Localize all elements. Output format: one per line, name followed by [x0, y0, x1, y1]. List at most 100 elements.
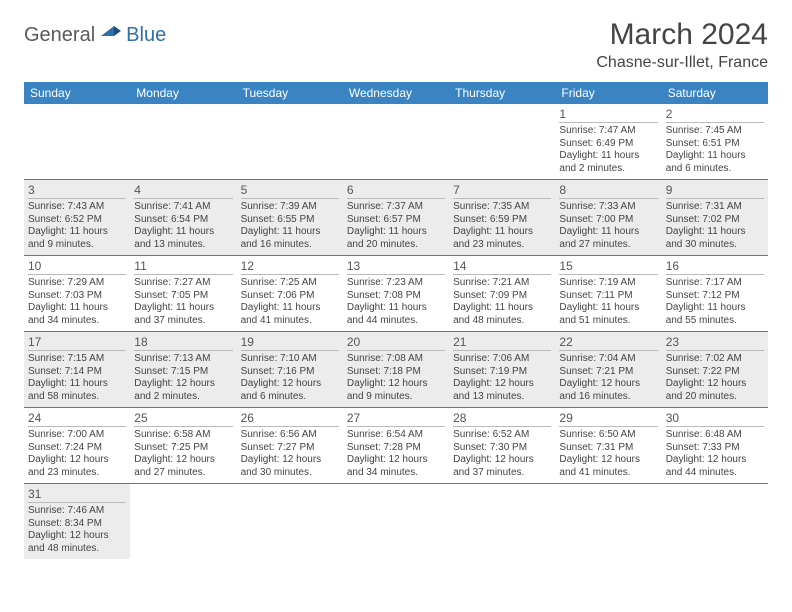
day-cell: 3 Sunrise: 7:43 AMSunset: 6:52 PMDaylight… — [24, 180, 130, 256]
day-info: Sunrise: 6:50 AMSunset: 7:31 PMDaylight:… — [559, 429, 657, 479]
day-number: 2 — [666, 106, 764, 123]
sunset-text: Sunset: 7:03 PM — [28, 290, 126, 303]
day-cell: 30Sunrise: 6:48 AMSunset: 7:33 PMDayligh… — [662, 408, 768, 484]
day-number: 17 — [28, 334, 126, 351]
day-cell: 2Sunrise: 7:45 AMSunset: 6:51 PMDaylight… — [662, 104, 768, 180]
daylight-text: Daylight: 11 hours and 27 minutes. — [559, 226, 657, 251]
day-cell: 17Sunrise: 7:15 AMSunset: 7:14 PMDayligh… — [24, 332, 130, 408]
day-info: Sunrise: 7:43 AMSunset: 6:52 PMDaylight:… — [28, 201, 126, 251]
sunrise-text: Sunrise: 6:50 AM — [559, 429, 657, 442]
sunset-text: Sunset: 7:06 PM — [241, 290, 339, 303]
day-info: Sunrise: 7:39 AMSunset: 6:55 PMDaylight:… — [241, 201, 339, 251]
empty-cell — [130, 104, 236, 180]
daylight-text: Daylight: 12 hours and 9 minutes. — [347, 378, 445, 403]
day-cell: 11Sunrise: 7:27 AMSunset: 7:05 PMDayligh… — [130, 256, 236, 332]
weekday-header: Friday — [555, 82, 661, 104]
day-number: 19 — [241, 334, 339, 351]
sunrise-text: Sunrise: 6:48 AM — [666, 429, 764, 442]
day-info: Sunrise: 7:25 AMSunset: 7:06 PMDaylight:… — [241, 277, 339, 327]
day-number: 16 — [666, 258, 764, 275]
calendar-row: 3 Sunrise: 7:43 AMSunset: 6:52 PMDaylight… — [24, 180, 768, 256]
sunrise-text: Sunrise: 7:29 AM — [28, 277, 126, 290]
daylight-text: Daylight: 11 hours and 48 minutes. — [453, 302, 551, 327]
daylight-text: Daylight: 11 hours and 58 minutes. — [28, 378, 126, 403]
day-cell: 25Sunrise: 6:58 AMSunset: 7:25 PMDayligh… — [130, 408, 236, 484]
sunrise-text: Sunrise: 6:54 AM — [347, 429, 445, 442]
daylight-text: Daylight: 12 hours and 48 minutes. — [28, 530, 126, 555]
day-info: Sunrise: 6:48 AMSunset: 7:33 PMDaylight:… — [666, 429, 764, 479]
sunset-text: Sunset: 6:55 PM — [241, 214, 339, 227]
header: General Blue March 2024 Chasne-sur-Illet… — [24, 18, 768, 72]
day-info: Sunrise: 7:10 AMSunset: 7:16 PMDaylight:… — [241, 353, 339, 403]
sunset-text: Sunset: 7:28 PM — [347, 442, 445, 455]
sunset-text: Sunset: 7:22 PM — [666, 366, 764, 379]
sunset-text: Sunset: 6:54 PM — [134, 214, 232, 227]
weekday-header: Wednesday — [343, 82, 449, 104]
day-cell: 24Sunrise: 7:00 AMSunset: 7:24 PMDayligh… — [24, 408, 130, 484]
sunrise-text: Sunrise: 7:02 AM — [666, 353, 764, 366]
day-cell: 26Sunrise: 6:56 AMSunset: 7:27 PMDayligh… — [237, 408, 343, 484]
day-info: Sunrise: 7:13 AMSunset: 7:15 PMDaylight:… — [134, 353, 232, 403]
day-cell: 15 Sunrise: 7:19 AMSunset: 7:11 PMDayligh… — [555, 256, 661, 332]
empty-cell — [555, 484, 661, 560]
daylight-text: Daylight: 12 hours and 37 minutes. — [453, 454, 551, 479]
logo-text-general: General — [24, 24, 95, 47]
day-number: 5 — [241, 182, 339, 199]
sunset-text: Sunset: 7:15 PM — [134, 366, 232, 379]
day-cell: 14 Sunrise: 7:21 AMSunset: 7:09 PMDayligh… — [449, 256, 555, 332]
daylight-text: Daylight: 12 hours and 34 minutes. — [347, 454, 445, 479]
day-info: Sunrise: 7:33 AMSunset: 7:00 PMDaylight:… — [559, 201, 657, 251]
daylight-text: Daylight: 11 hours and 16 minutes. — [241, 226, 339, 251]
day-info: Sunrise: 7:47 AMSunset: 6:49 PMDaylight:… — [559, 125, 657, 175]
logo-flag-icon — [100, 24, 122, 47]
daylight-text: Daylight: 12 hours and 30 minutes. — [241, 454, 339, 479]
empty-cell — [130, 484, 236, 560]
day-number: 14 — [453, 258, 551, 275]
day-info: Sunrise: 7:35 AMSunset: 6:59 PMDaylight:… — [453, 201, 551, 251]
day-info: Sunrise: 7:29 AMSunset: 7:03 PMDaylight:… — [28, 277, 126, 327]
sunrise-text: Sunrise: 6:56 AM — [241, 429, 339, 442]
sunset-text: Sunset: 8:34 PM — [28, 518, 126, 531]
sunrise-text: Sunrise: 7:17 AM — [666, 277, 764, 290]
sunrise-text: Sunrise: 7:33 AM — [559, 201, 657, 214]
daylight-text: Daylight: 11 hours and 20 minutes. — [347, 226, 445, 251]
day-number: 10 — [28, 258, 126, 275]
day-cell: 16Sunrise: 7:17 AMSunset: 7:12 PMDayligh… — [662, 256, 768, 332]
sunrise-text: Sunrise: 7:19 AM — [559, 277, 657, 290]
day-info: Sunrise: 6:52 AMSunset: 7:30 PMDaylight:… — [453, 429, 551, 479]
empty-cell — [237, 104, 343, 180]
sunrise-text: Sunrise: 7:37 AM — [347, 201, 445, 214]
day-number: 23 — [666, 334, 764, 351]
daylight-text: Daylight: 11 hours and 37 minutes. — [134, 302, 232, 327]
day-info: Sunrise: 6:58 AMSunset: 7:25 PMDaylight:… — [134, 429, 232, 479]
day-info: Sunrise: 7:21 AMSunset: 7:09 PMDaylight:… — [453, 277, 551, 327]
day-cell: 9Sunrise: 7:31 AMSunset: 7:02 PMDaylight… — [662, 180, 768, 256]
daylight-text: Daylight: 11 hours and 55 minutes. — [666, 302, 764, 327]
day-cell: 12 Sunrise: 7:25 AMSunset: 7:06 PMDayligh… — [237, 256, 343, 332]
day-number: 12 — [241, 258, 339, 275]
sunset-text: Sunset: 7:02 PM — [666, 214, 764, 227]
day-number: 15 — [559, 258, 657, 275]
day-info: Sunrise: 7:19 AMSunset: 7:11 PMDaylight:… — [559, 277, 657, 327]
day-info: Sunrise: 7:41 AMSunset: 6:54 PMDaylight:… — [134, 201, 232, 251]
day-number: 8 — [559, 182, 657, 199]
sunrise-text: Sunrise: 7:06 AM — [453, 353, 551, 366]
calendar-row: 31Sunrise: 7:46 AMSunset: 8:34 PMDayligh… — [24, 484, 768, 560]
sunset-text: Sunset: 7:24 PM — [28, 442, 126, 455]
day-info: Sunrise: 6:54 AMSunset: 7:28 PMDaylight:… — [347, 429, 445, 479]
empty-cell — [343, 484, 449, 560]
calendar-body: 1Sunrise: 7:47 AMSunset: 6:49 PMDaylight… — [24, 104, 768, 559]
sunset-text: Sunset: 7:25 PM — [134, 442, 232, 455]
day-info: Sunrise: 7:23 AMSunset: 7:08 PMDaylight:… — [347, 277, 445, 327]
calendar-row: 17Sunrise: 7:15 AMSunset: 7:14 PMDayligh… — [24, 332, 768, 408]
day-number: 3 — [28, 182, 126, 199]
sunrise-text: Sunrise: 7:15 AM — [28, 353, 126, 366]
weekday-header: Monday — [130, 82, 236, 104]
daylight-text: Daylight: 12 hours and 44 minutes. — [666, 454, 764, 479]
sunset-text: Sunset: 7:11 PM — [559, 290, 657, 303]
day-cell: 31Sunrise: 7:46 AMSunset: 8:34 PMDayligh… — [24, 484, 130, 560]
sunrise-text: Sunrise: 7:21 AM — [453, 277, 551, 290]
sunrise-text: Sunrise: 7:45 AM — [666, 125, 764, 138]
sunrise-text: Sunrise: 7:27 AM — [134, 277, 232, 290]
day-cell: 19 Sunrise: 7:10 AMSunset: 7:16 PMDayligh… — [237, 332, 343, 408]
